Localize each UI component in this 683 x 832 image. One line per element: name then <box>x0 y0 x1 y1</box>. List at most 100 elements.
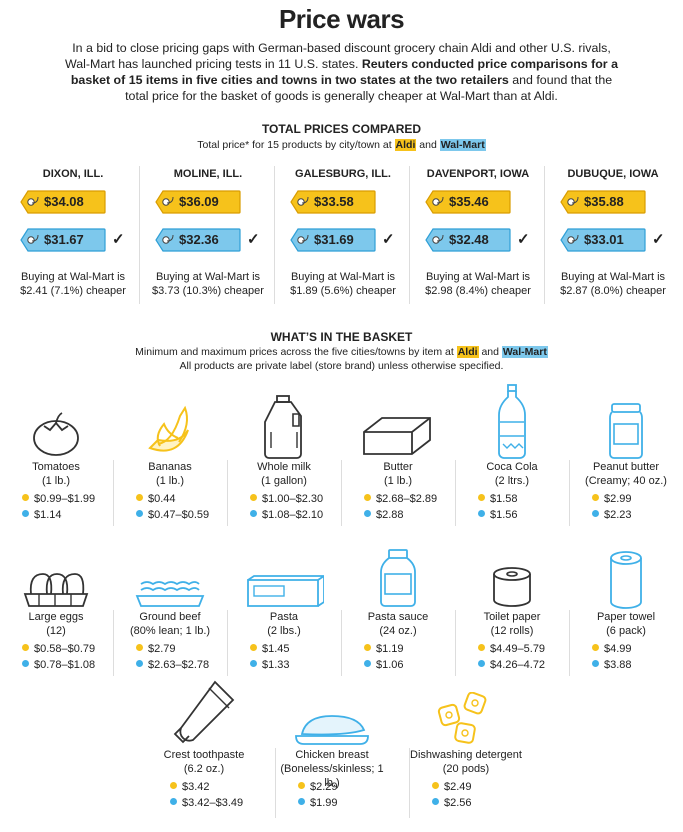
item-name: Pasta (2 lbs.) <box>228 610 340 638</box>
aldi-dot-icon <box>250 644 257 651</box>
aldi-legend: Aldi <box>456 346 479 358</box>
walmart-price-range: $3.42–$3.49 <box>170 796 243 810</box>
city-card: DAVENPORT, IOWA $35.46 $32.48 ✓ Buying a… <box>411 166 545 306</box>
aldi-price-range: $0.58–$0.79 <box>22 642 95 656</box>
basket-section-subtitle: Minimum and maximum prices across the fi… <box>0 346 683 359</box>
savings-note-line2: $3.73 (10.3%) cheaper <box>152 285 264 297</box>
walmart-price-tag: $32.36 <box>155 228 241 252</box>
savings-note-line1: Buying at Wal-Mart is <box>290 271 396 283</box>
walmart-price-range: $1.08–$2.10 <box>250 508 323 522</box>
eggs-icon <box>0 540 112 610</box>
item-detail: (12) <box>46 625 66 637</box>
aldi-price-range: $3.42 <box>170 780 210 794</box>
walmart-price: $1.06 <box>376 659 404 671</box>
basket-item: Butter (1 lb.) $2.68–$2.89 $2.88 <box>342 390 454 540</box>
item-title: Toilet paper <box>483 611 541 623</box>
aldi-price-tag: $33.58 <box>290 190 376 214</box>
item-divider <box>275 748 276 818</box>
soda-bottle-icon <box>456 384 568 460</box>
item-divider <box>341 460 342 526</box>
savings-note-line1: Buying at Wal-Mart is <box>155 271 261 283</box>
walmart-price-range: $1.14 <box>22 508 62 522</box>
walmart-price-tag: $31.69 <box>290 228 376 252</box>
check-icon: ✓ <box>517 231 530 248</box>
item-title: Pasta sauce <box>367 611 429 623</box>
aldi-price-tag: $35.88 <box>560 190 646 214</box>
walmart-total-price: $32.36 <box>179 232 219 247</box>
savings-note-line2: $2.41 (7.1%) cheaper <box>20 285 126 297</box>
aldi-price-range: $2.68–$2.89 <box>364 492 437 506</box>
peanut-butter-jar-icon <box>570 390 682 460</box>
walmart-dot-icon <box>298 798 305 805</box>
city-divider <box>139 166 140 304</box>
detergent-pods-icon <box>410 678 522 748</box>
walmart-dot-icon <box>432 798 439 805</box>
savings-note: Buying at Wal-Mart is $2.87 (8.0%) cheape… <box>546 270 680 298</box>
tomato-icon <box>0 390 112 460</box>
aldi-dot-icon <box>592 494 599 501</box>
item-detail: (24 oz.) <box>379 625 417 637</box>
item-name: Coca Cola (2 ltrs.) <box>456 460 568 488</box>
savings-note-line2: $2.87 (8.0%) cheaper <box>560 285 666 297</box>
aldi-price: $2.68–$2.89 <box>376 493 438 505</box>
city-name: GALESBURG, ILL. <box>295 168 391 180</box>
walmart-dot-icon <box>364 660 371 667</box>
walmart-dot-icon <box>478 510 485 517</box>
walmart-price: $2.23 <box>604 509 632 521</box>
walmart-total-price: $31.69 <box>314 232 354 247</box>
total-sub-and: and <box>416 139 440 151</box>
basket-item: Dishwashing detergent (20 pods) $2.49 $2.… <box>410 678 522 828</box>
basket-item: Toilet paper (12 rolls) $4.49–5.79 $4.26–… <box>456 540 568 690</box>
walmart-dot-icon <box>22 510 29 517</box>
walmart-price-range: $1.33 <box>250 658 290 672</box>
item-detail: (1 gallon) <box>261 475 307 487</box>
item-name: Ground beef (80% lean; 1 lb.) <box>114 610 226 638</box>
city-card: GALESBURG, ILL. $33.58 $31.69 ✓ Buying a… <box>276 166 410 306</box>
basket-item: Whole milk (1 gallon) $1.00–$2.30 $1.08–$… <box>228 390 340 540</box>
walmart-price-range: $4.26–4.72 <box>478 658 545 672</box>
walmart-price: $1.08–$2.10 <box>262 509 324 521</box>
walmart-price-range: $3.88 <box>592 658 632 672</box>
city-name: MOLINE, ILL. <box>173 168 243 180</box>
walmart-price: $1.99 <box>310 797 338 809</box>
walmart-dot-icon <box>478 660 485 667</box>
item-divider <box>455 610 456 676</box>
aldi-dot-icon <box>22 644 29 651</box>
aldi-price: $2.29 <box>310 781 338 793</box>
walmart-price: $3.88 <box>604 659 632 671</box>
city-card: DIXON, ILL. $34.08 $31.67 ✓ Buying at Wa… <box>6 166 140 306</box>
aldi-price: $1.45 <box>262 643 290 655</box>
milk-jug-icon <box>228 390 340 460</box>
aldi-dot-icon <box>22 494 29 501</box>
item-name: Paper towel (6 pack) <box>570 610 682 638</box>
check-icon: ✓ <box>652 231 665 248</box>
aldi-dot-icon <box>592 644 599 651</box>
aldi-price-range: $4.49–5.79 <box>478 642 545 656</box>
check-icon: ✓ <box>112 231 125 248</box>
toilet-paper-icon <box>456 540 568 610</box>
savings-note-line2: $1.89 (5.6%) cheaper <box>290 285 396 297</box>
check-icon: ✓ <box>247 231 260 248</box>
walmart-dot-icon <box>592 510 599 517</box>
savings-note: Buying at Wal-Mart is $1.89 (5.6%) cheape… <box>276 270 410 298</box>
item-name: Dishwashing detergent (20 pods) <box>410 748 522 776</box>
city-divider <box>409 166 410 304</box>
aldi-price-range: $2.99 <box>592 492 632 506</box>
aldi-price-range: $1.45 <box>250 642 290 656</box>
basket-item: Large eggs (12) $0.58–$0.79 $0.78–$1.08 <box>0 540 112 690</box>
item-detail: (2 ltrs.) <box>494 475 530 487</box>
item-name: Bananas (1 lb.) <box>114 460 226 488</box>
aldi-price-range: $0.99–$1.99 <box>22 492 95 506</box>
item-detail: (12 rolls) <box>490 625 534 637</box>
walmart-price-tag: $33.01 <box>560 228 646 252</box>
ground-beef-icon <box>114 540 226 610</box>
aldi-price: $4.49–5.79 <box>490 643 546 655</box>
walmart-price-range: $0.47–$0.59 <box>136 508 209 522</box>
toothpaste-icon <box>148 678 260 748</box>
savings-note-line1: Buying at Wal-Mart is <box>425 271 531 283</box>
aldi-price-tag: $35.46 <box>425 190 511 214</box>
total-section-title: TOTAL PRICES COMPARED <box>261 122 422 136</box>
basket-section-title: WHAT’S IN THE BASKET <box>270 330 413 344</box>
aldi-price: $2.79 <box>148 643 176 655</box>
aldi-price: $1.19 <box>376 643 404 655</box>
